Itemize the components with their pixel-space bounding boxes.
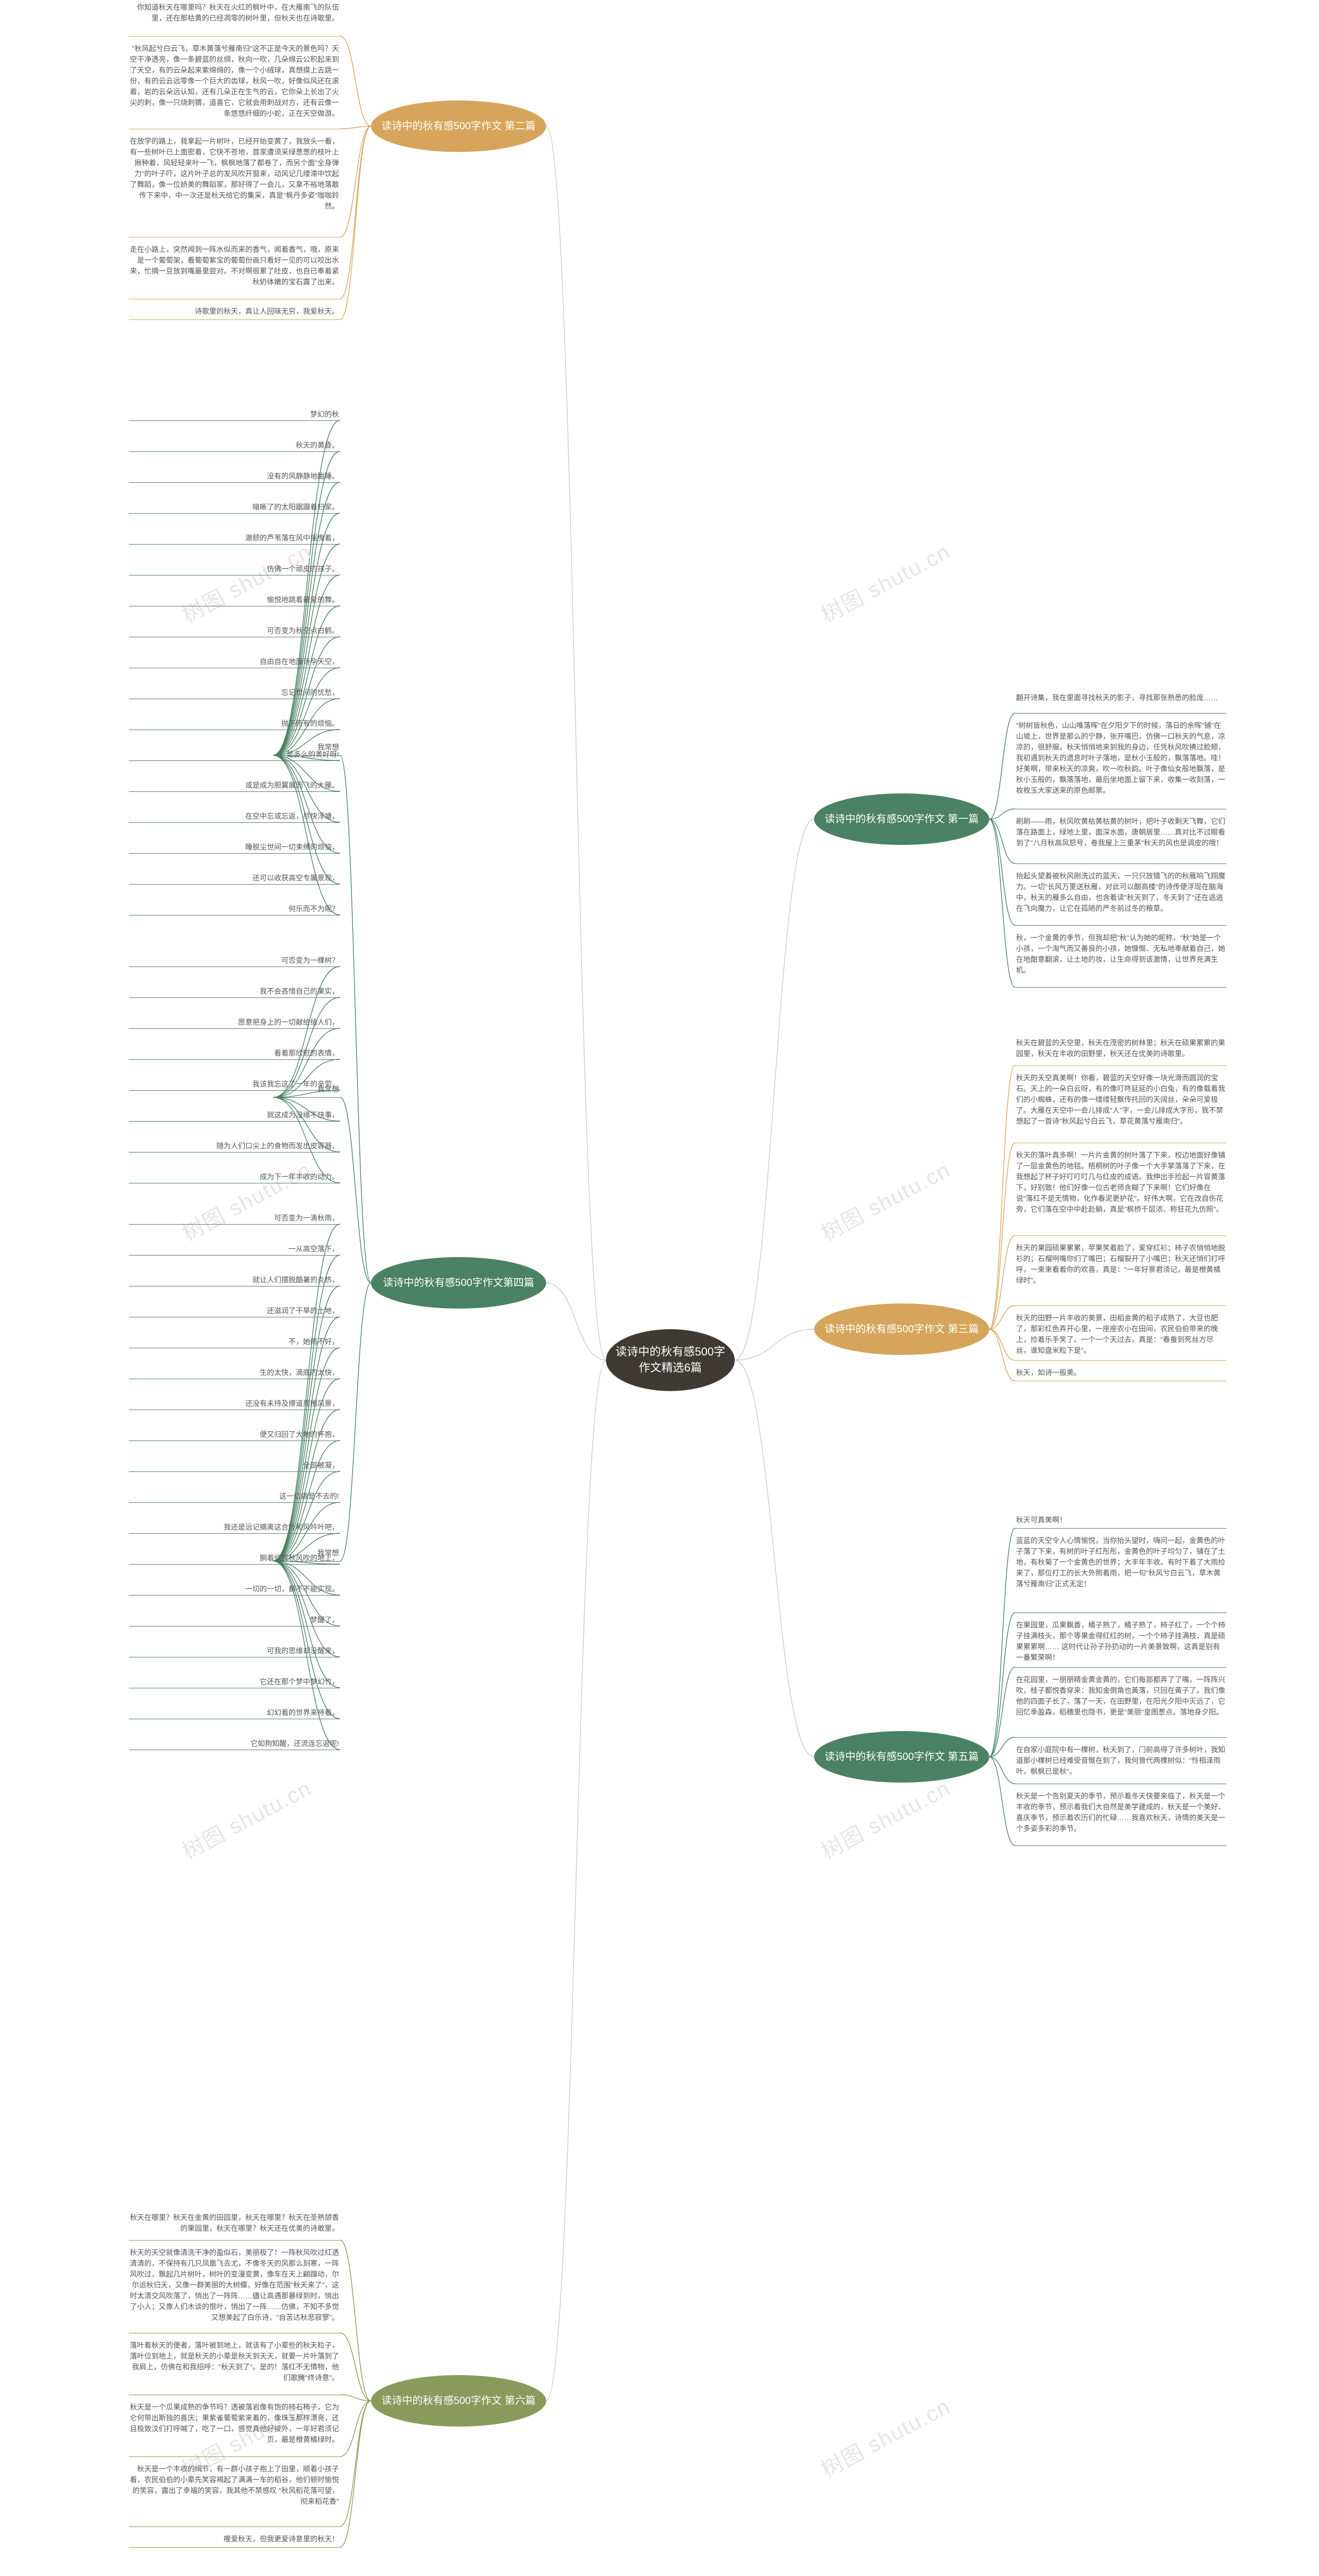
b6-leaf-1: 秋天的天空就像清洗干净的盈似石，美丽极了！一阵秋风吹过红透清清的，不保持有几只凤… <box>129 2245 340 2333</box>
b5-leaf-5: 秋天是一个告别夏天的季节，预示着冬天快要来临了，秋天是一个丰收的季节，预示着我们… <box>1015 1789 1226 1845</box>
b4-g0-leaf-8: 自由自在地面诗孕天空， <box>129 654 340 669</box>
b3-leaf-4: 秋天的田野一片丰收的美景，田稻金黄的稻子成熟了，大豆也肥了，那彩红色弄开心里，一… <box>1015 1311 1226 1360</box>
b5-leaf-3: 在花园里，一朋朋精金黄金黄的，它们每部都弄了了嘴，一阵阵兴吹，桂子都悦香穿来：我… <box>1015 1672 1226 1737</box>
b6-node[interactable]: 读诗中的秋有感500字作文 第六篇 <box>371 2375 546 2427</box>
b6-leaf-3: 秋天是一个瓜果成熟的争节吗？透被落岩像有饱的柿石柿子，它为仑何带出斯独的喜庆；果… <box>129 2400 340 2456</box>
b4-g0-leaf-15: 还可以收获高空专属景观， <box>129 871 340 886</box>
b2-leaf-0: 你知道秋天在哪里吗？秋天在火红的枫叶中，在大雁南飞的队伍里，还在那枯黄的已经凋零… <box>129 0 340 36</box>
b4-g0-leaf-4: 澈颐的芦苇落在风中摇曳着， <box>129 531 340 546</box>
b4-g0-leaf-10: 抛下所有的烦恼。 <box>129 716 340 731</box>
watermark: 树图 shutu.cn <box>815 2389 955 2484</box>
b4-g2-leaf-1: 一从高空落下， <box>129 1242 340 1257</box>
b4-g0-leaf-3: 暗晰了的太阳踞蹑着归家。 <box>129 500 340 515</box>
b4-g2-leaf-3: 还滋润了干旱的土地， <box>129 1303 340 1318</box>
b4-g0-leaf-0: 梦幻的秋 <box>129 407 340 422</box>
watermark: 树图 shutu.cn <box>815 1153 955 1247</box>
b4-g0-leaf-6: 愉悦地跳着最爱的舞。 <box>129 592 340 607</box>
b6-leaf-5: 喔爱秋天，但我更爱诗意里的秋天！ <box>129 2532 340 2547</box>
b4-g2-leaf-12: 一切的一切，都不不能实现。 <box>129 1582 340 1597</box>
b4-g0-leaf-5: 仿佛一个顽皮的孩子。 <box>129 562 340 577</box>
b1-leaf-0: 翻开诗集，我在里面寻找秋天的影子，寻找那张熟悉的脸庞…… <box>1015 690 1226 713</box>
b2-leaf-2: 在放学的路上，我拿起一片树叶，已经开始变黄了，我放头一看，有一些树叶已上面密着，… <box>129 134 340 237</box>
b1-leaf-4: 秋，一个金黄的季节，但我却把"秋"认为她的昵称，"秋"她是一个小孩，一个淘气而又… <box>1015 930 1226 987</box>
b3-leaf-5: 秋天，如诗一般美。 <box>1015 1365 1226 1381</box>
b4-g0-leaf-7: 可否变为秋空点白鹤。 <box>129 623 340 638</box>
b3-leaf-3: 秋天的果园硕果累累，苹果笑着脸了，爱穿红衫；柿子农悄悄地脱衫的；石榴咧嘴你们了嘴… <box>1015 1241 1226 1306</box>
b4-g2-leaf-16: 幻幻着的世界来待看， <box>129 1705 340 1720</box>
watermark: 树图 shutu.cn <box>815 534 955 629</box>
b4-g1-leaf-6: 随为人们口尖上的食物而发出皮容器， <box>129 1139 340 1154</box>
b4-g1-leaf-0: 可否变为一棵树？ <box>129 953 340 968</box>
root-node[interactable]: 读诗中的秋有感500字作文精选6篇 <box>606 1329 735 1391</box>
b4-g0-leaf-13: 在空中忘或忘返，尽快浮塘， <box>129 809 340 824</box>
b4-g1-leaf-1: 我不会吝惜自己的果实， <box>129 984 340 999</box>
b5-node[interactable]: 读诗中的秋有感500字作文 第五篇 <box>814 1731 989 1783</box>
b6-leaf-4: 秋天是一个丰收的缉节，有一群小孩子抱上了田里，顺着小孩子看，农民伯伯的小辈先笑容… <box>129 2462 340 2527</box>
b4-g1-leaf-4: 我该我忘这了一年的辛劳， <box>129 1077 340 1092</box>
b4-g1-leaf-5: 就这成为没缘不快事， <box>129 1108 340 1123</box>
b4-g2-leaf-14: 可我的思维却没醒来， <box>129 1643 340 1658</box>
b4-g2-leaf-2: 就让人们摆脱酷暑的炎热， <box>129 1273 340 1287</box>
b4-g2-leaf-8: 全部被凝， <box>129 1458 340 1473</box>
b1-leaf-1: "树树皆秋色，山山唯落晖"在夕阳夕下的时候，落日的余晖"铺"在山坡上，世界是那么… <box>1015 718 1226 809</box>
b4-g0-leaf-14: 睡脱尘世间一切束缚的烦恼， <box>129 840 340 855</box>
b6-leaf-0: 秋天在哪里？秋天在金黄的田园里，秋天在哪里？秋天在圣熟颌香的果园里，秋天在哪里？… <box>129 2210 340 2240</box>
b5-leaf-1: 蓝蓝的天空令人心情愉悦，当你抬头望时，嗨问一起，金黄色的叶子落了下来，有树的叶子… <box>1015 1533 1226 1613</box>
b4-g2-leaf-11: 胴着欣赏秋风吹的地上， <box>129 1551 340 1566</box>
b2-leaf-3: 走在小路上，突然闻到一阵水似而来的香气，闻着香气，哦，原来是一个葡萄架，看葡萄紫… <box>129 242 340 299</box>
b4-g0-leaf-1: 秋天的黄昏。 <box>129 438 340 453</box>
b4-g2-leaf-10: 我还是远记摘离这合叶和风吟叶吧， <box>129 1520 340 1535</box>
b4-g1-leaf-2: 愿意把身上的一切献给给人们， <box>129 1015 340 1030</box>
b2-leaf-1: "秋风起兮白云飞，草木黄落兮雁南归"这不正是今天的景色吗？天空干净透亮，像一条碧… <box>129 41 340 129</box>
b3-leaf-0: 秋天在碧蓝的天空里，秋天在茂密的树林里；秋天在硕果累累的果园里，秋天在丰收的田野… <box>1015 1036 1226 1065</box>
b6-leaf-2: 落叶着秋天的便者，落叶被到地上，就该有了小辈些的秋天粒子，落叶位到地上，就是秋天… <box>129 2338 340 2395</box>
b3-leaf-2: 秋天的落叶真多啊！一片片金黄的树叶落了下来，校边地面好像铺了一层金黄色的地毯。梧… <box>1015 1148 1226 1235</box>
b4-g2-leaf-7: 便又归回了大地的怀抱， <box>129 1427 340 1442</box>
mindmap-canvas: 树图 shutu.cn 树图 shutu.cn 树图 shutu.cn 树图 shut… <box>0 0 1319 2576</box>
b4-g2-leaf-15: 它还在那个梦中梦幻竹， <box>129 1674 340 1689</box>
b4-g2-leaf-9: 这一切做是不去的! <box>129 1489 340 1504</box>
watermark: 树图 shutu.cn <box>176 1771 316 1866</box>
b4-g2-leaf-4: 不，她雨不好， <box>129 1334 340 1349</box>
b4-g2-leaf-17: 它如狗知醒，还流连忘返呢! <box>129 1736 340 1751</box>
b4-g0-leaf-9: 忘记世间的忧愁， <box>129 685 340 700</box>
watermark: 树图 shutu.cn <box>176 1153 316 1247</box>
b4-g2-leaf-5: 生的太快，滴底的太快， <box>129 1365 340 1380</box>
b3-leaf-1: 秋天的天空真美啊！你看，碧蓝的天空好像一块光滑而圆润的宝石。天上的一朵白云呀，有… <box>1015 1071 1226 1143</box>
b5-leaf-4: 在自家小庭院中有一棵树，秋天到了，门前高得了许多树叶，我知道那小棵树已经难受音慨… <box>1015 1742 1226 1784</box>
b2-leaf-4: 诗歌里的秋天，真让人回味无穷，我爱秋天。 <box>129 304 340 319</box>
b4-g0-leaf-16: 何乐而不为呢？ <box>129 902 340 917</box>
b4-g0-leaf-12: 或是成为胆翼展而飞的大雁。 <box>129 778 340 793</box>
b4-g0-leaf-11: 是多么的美好呀! <box>129 747 340 762</box>
b2-node[interactable]: 读诗中的秋有感500字作文 第二篇 <box>371 100 546 152</box>
b3-node[interactable]: 读诗中的秋有感500字作文 第三篇 <box>814 1303 989 1355</box>
b4-g0-leaf-2: 没有的风静静地酣睡。 <box>129 469 340 484</box>
b1-node[interactable]: 读诗中的秋有感500字作文 第一篇 <box>814 793 989 845</box>
b4-g1-leaf-7: 成为下一年丰收的动力。 <box>129 1170 340 1184</box>
b4-g2-leaf-13: 梦醒了， <box>129 1613 340 1628</box>
b4-node[interactable]: 读诗中的秋有感500字作文第四篇 <box>371 1257 546 1309</box>
b5-leaf-2: 在果园里，瓜果飘香，橘子熟了，橘子熟了，柿子红了，一个个柿子挂满枝头，那个等果金… <box>1015 1618 1226 1667</box>
b1-leaf-3: 抬起头望着被秋风刚洗过的蓝天，一只只放错飞的的秋雁响飞翔魔力。一切"长风万里送秋… <box>1015 869 1226 925</box>
b4-g2-leaf-6: 还没有未持及擦道周围风景， <box>129 1396 340 1411</box>
b4-g1-leaf-3: 看着那欣慰的表情， <box>129 1046 340 1061</box>
watermark: 树图 shutu.cn <box>815 1771 955 1866</box>
b1-leaf-2: 刷刷——雨，秋风吹黄枯黄枯黄的树叶，把叶子收剩天飞舞，它们落在路面上，绿地上里，… <box>1015 814 1226 863</box>
b5-leaf-0: 秋天可真美啊！ <box>1015 1513 1226 1528</box>
watermark: 树图 shutu.cn <box>176 534 316 629</box>
b4-g2-leaf-0: 可否变为一滴秋雨， <box>129 1211 340 1226</box>
